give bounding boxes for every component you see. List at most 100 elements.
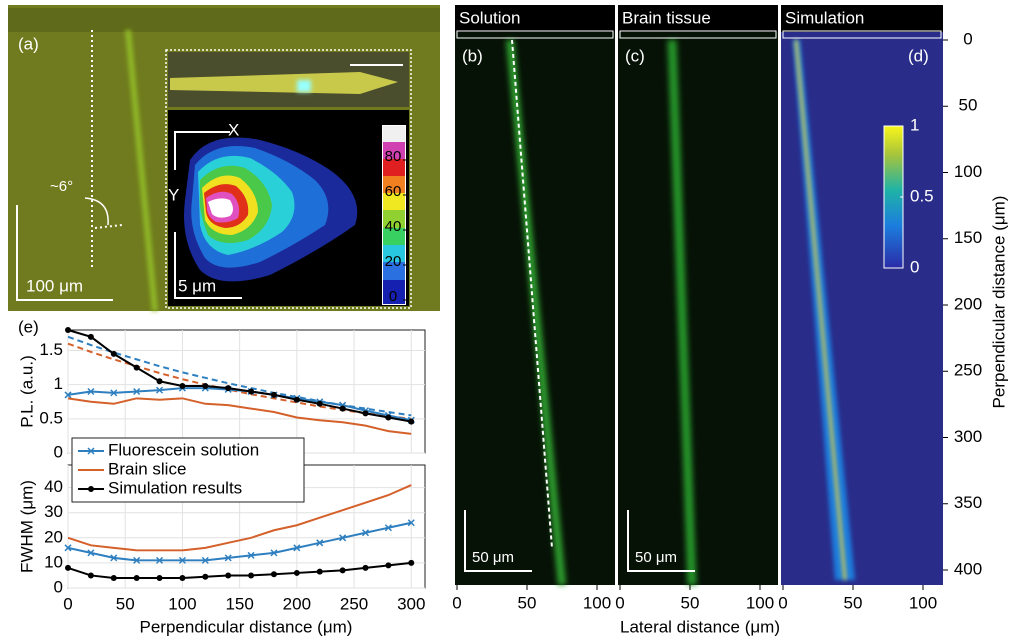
y-tick-label: 50 — [959, 96, 978, 115]
inset-scale-label: 5 μm — [178, 276, 216, 295]
x-tick-label: 50 — [844, 593, 863, 612]
marker — [339, 405, 346, 412]
marker — [362, 410, 369, 417]
panel-label: (d) — [908, 46, 929, 65]
y-tick-label: 40 — [44, 477, 63, 496]
x-tick-label: 0 — [452, 593, 461, 612]
y-tick-label: 1.5 — [39, 340, 63, 359]
y-tick-label: 150 — [954, 228, 982, 247]
marker — [87, 549, 95, 557]
scale-bar — [464, 510, 532, 572]
x-tick-label: 0 — [63, 594, 72, 613]
scale-label: 50 μm — [635, 549, 677, 566]
marker — [248, 572, 255, 579]
marker — [64, 391, 72, 399]
angle-label: ~6° — [50, 178, 73, 195]
marker — [385, 562, 392, 569]
series-line — [68, 485, 411, 550]
series-line — [68, 330, 411, 422]
marker — [316, 400, 323, 407]
y-axis-label: P.L. (a.u.) — [17, 355, 36, 427]
x-tick-label: 100 — [583, 593, 611, 612]
marker — [201, 556, 209, 564]
y-tick-label: 100 — [954, 162, 982, 181]
y-tick-label: 400 — [954, 559, 982, 578]
colorbar-tick-label: 0 — [910, 257, 919, 276]
marker — [293, 544, 301, 552]
legend-label: Brain slice — [108, 459, 186, 478]
marker — [248, 388, 255, 395]
marker — [156, 574, 163, 581]
y-axis-label: Perpendicular distance (μm) — [989, 196, 1008, 409]
probe — [170, 72, 398, 94]
spot — [297, 80, 311, 92]
series-line — [68, 398, 411, 434]
scale-bar — [16, 205, 113, 301]
marker — [110, 350, 117, 357]
scale-label: 100 μm — [26, 276, 83, 295]
series-line — [68, 563, 411, 578]
marker — [133, 556, 141, 564]
marker — [87, 387, 95, 396]
marker — [133, 364, 140, 371]
marker — [202, 573, 209, 580]
colorbar-tick-label: 20 — [385, 253, 402, 270]
colorbar-tick-label: 80 — [385, 148, 402, 165]
colorbar-tick-label: 0.5 — [910, 186, 934, 205]
marker — [156, 378, 163, 385]
panel-label: (a) — [18, 34, 39, 53]
marker — [384, 524, 392, 532]
y-tick-label: 0 — [963, 29, 972, 48]
x-tick-label: 50 — [681, 593, 700, 612]
guide-line — [511, 39, 553, 549]
y-tick-label: 250 — [954, 361, 982, 380]
panel-c — [618, 5, 778, 586]
marker — [179, 574, 186, 581]
marker — [408, 418, 415, 425]
scale-bar — [627, 510, 695, 572]
marker — [133, 574, 140, 581]
inset-scale — [174, 232, 242, 299]
x-tick-label: 100 — [909, 593, 937, 612]
panel-b — [455, 5, 615, 586]
colorbar-tick-label: 40 — [385, 218, 402, 235]
legend-label: Simulation results — [108, 478, 242, 497]
marker — [339, 534, 347, 542]
header: Brain tissue — [622, 8, 711, 27]
colorbar-tick-label: 60 — [385, 183, 402, 200]
y-tick-label: 0 — [54, 442, 63, 461]
panel-label: (e) — [18, 317, 39, 336]
x-tick-label: 50 — [116, 594, 135, 613]
marker — [178, 556, 186, 564]
y-tick-label: 20 — [44, 527, 63, 546]
marker — [87, 333, 94, 340]
marker — [316, 568, 323, 575]
panel-a: (a) ~6° 100 μm X Y 5 μm — [8, 5, 440, 312]
marker — [87, 572, 94, 579]
beam — [125, 29, 158, 312]
y-tick-label: 300 — [954, 427, 982, 446]
marker — [110, 389, 118, 397]
x-tick-label: 250 — [340, 594, 368, 613]
marker — [65, 564, 71, 571]
panel-label: (c) — [625, 46, 645, 65]
y-tick-label: 350 — [954, 493, 982, 512]
legend-label: Fluorescein solution — [108, 440, 259, 459]
axis-x: X — [228, 120, 239, 139]
legend-marker — [88, 486, 94, 492]
angle-arc — [84, 197, 109, 226]
marker — [110, 554, 118, 562]
marker — [270, 391, 277, 398]
x-tick-label: 100 — [168, 594, 196, 613]
x-tick-label: 200 — [283, 594, 311, 613]
x-axis-label: Lateral distance (μm) — [620, 617, 780, 636]
colorbar — [382, 125, 406, 305]
y-tick-label: 10 — [44, 552, 63, 571]
y-tick-label: 0.5 — [39, 408, 63, 427]
marker — [408, 559, 415, 566]
header: Simulation — [785, 8, 864, 27]
y-tick-label: 200 — [954, 294, 982, 313]
x-tick-label: 0 — [615, 593, 624, 612]
x-tick-label: 300 — [397, 594, 425, 613]
